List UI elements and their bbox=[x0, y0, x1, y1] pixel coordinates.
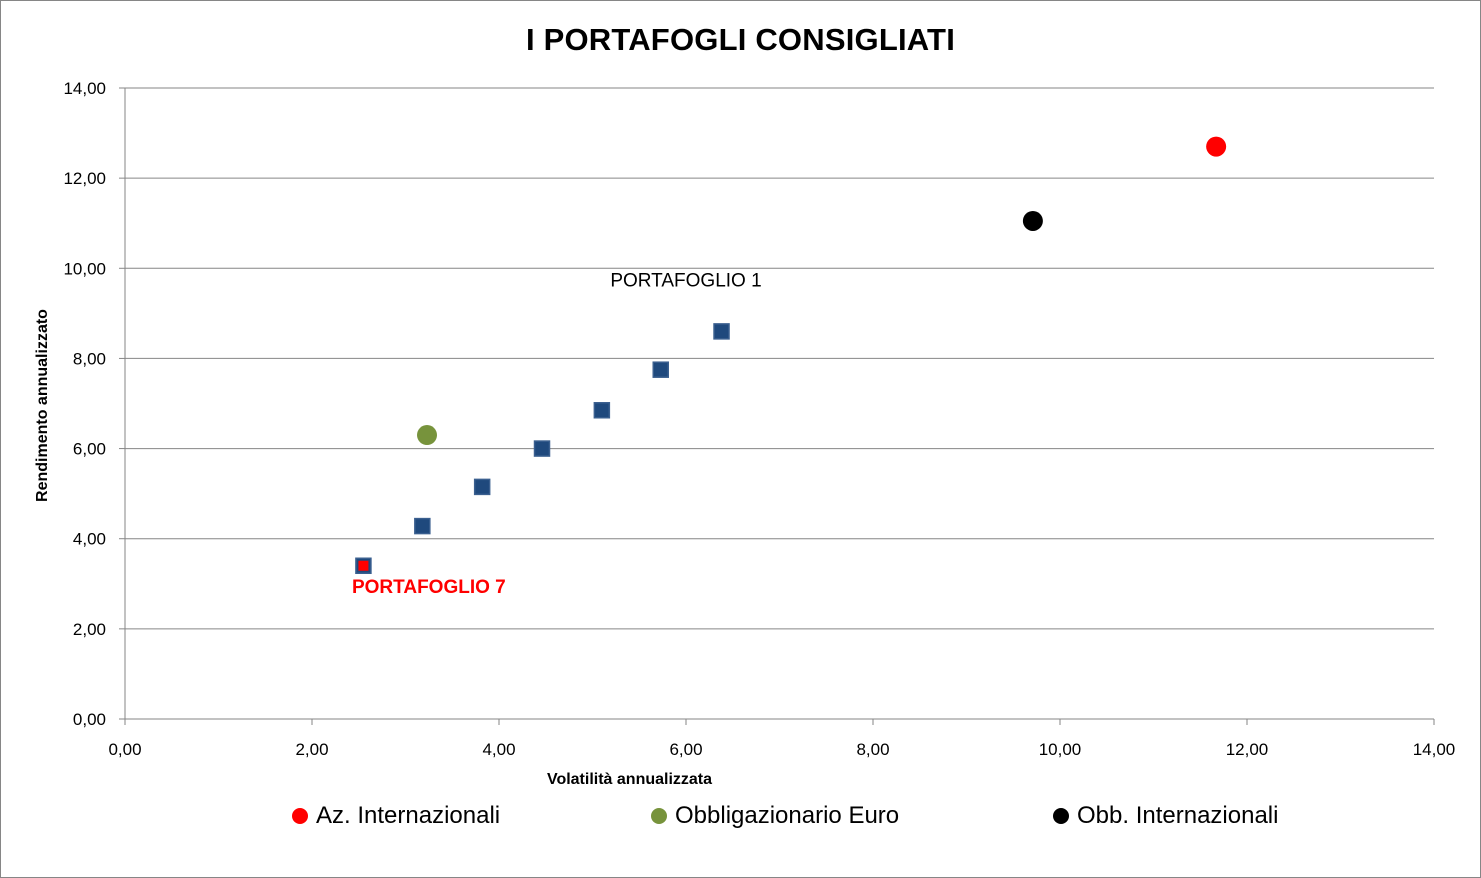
x-tick-label: 14,00 bbox=[1413, 740, 1456, 759]
legend-label: Az. Internazionali bbox=[316, 802, 501, 829]
legend-item-az-internazionali[interactable]: Az. Internazionali bbox=[292, 802, 500, 830]
grid-lines bbox=[125, 87, 1434, 630]
legend-marker-icon bbox=[651, 808, 667, 824]
x-tick-label: 10,00 bbox=[1039, 740, 1082, 759]
portfolio-square-marker bbox=[652, 361, 670, 378]
y-tick-labels: 0,00 2,00 4,00 6,00 8,00 10,00 12,00 14,00 bbox=[63, 79, 106, 729]
legend-label: Obbligazionario Euro bbox=[675, 802, 900, 829]
portfolio-square-marker bbox=[414, 517, 431, 535]
y-tick-label: 12,00 bbox=[63, 169, 106, 188]
y-axis-title: Rendimento annualizzato bbox=[34, 309, 51, 502]
series-point-marker bbox=[1206, 136, 1227, 157]
legend-label: Obb. Internazionali bbox=[1077, 802, 1279, 829]
x-tick-label: 8,00 bbox=[856, 740, 889, 759]
y-tick-label: 4,00 bbox=[73, 530, 106, 549]
x-tick-label: 4,00 bbox=[482, 740, 515, 759]
portfolio-square-marker bbox=[533, 440, 551, 457]
portfolio-square-marker bbox=[593, 402, 611, 419]
x-tick-label: 2,00 bbox=[295, 740, 328, 759]
legend-item-obbligazionario-euro[interactable]: Obbligazionario Euro bbox=[651, 802, 899, 830]
x-tick-labels: 0,00 2,00 4,00 6,00 8,00 10,00 12,00 14,00 bbox=[108, 740, 1455, 759]
x-tick-label: 6,00 bbox=[669, 740, 702, 759]
portfolio-highlight-marker bbox=[358, 560, 369, 571]
y-tick-label: 14,00 bbox=[63, 79, 106, 98]
series-point-marker bbox=[417, 425, 438, 446]
y-tick-label: 2,00 bbox=[73, 620, 106, 639]
y-tick-label: 10,00 bbox=[63, 259, 106, 278]
x-tick-label: 12,00 bbox=[1226, 740, 1269, 759]
legend-marker-icon bbox=[292, 808, 308, 824]
legend-marker-icon bbox=[1053, 808, 1069, 824]
series-point-marker bbox=[1022, 210, 1043, 231]
chart-title: I PORTAFOGLI CONSIGLIATI bbox=[525, 22, 956, 57]
portfolio-square-marker bbox=[473, 478, 491, 496]
legend-item-obb-internazionali[interactable]: Obb. Internazionali bbox=[1053, 802, 1278, 830]
x-tick-label: 0,00 bbox=[108, 740, 141, 759]
annotation-label: PORTAFOGLIO 7 bbox=[352, 577, 506, 598]
x-axis-title: Volatilità annualizzata bbox=[547, 771, 712, 788]
portfolio-square-marker bbox=[713, 323, 730, 340]
axes bbox=[119, 87, 1435, 725]
y-tick-label: 6,00 bbox=[73, 440, 106, 459]
legend: Az. Internazionali Obbligazionario Euro … bbox=[0, 802, 1481, 834]
data-marks bbox=[355, 136, 1227, 575]
annotations: PORTAFOGLIO 1 PORTAFOGLIO 7 bbox=[352, 270, 762, 597]
y-tick-label: 8,00 bbox=[73, 349, 106, 368]
y-tick-label: 0,00 bbox=[73, 710, 106, 729]
annotation-label: PORTAFOGLIO 1 bbox=[610, 270, 761, 291]
